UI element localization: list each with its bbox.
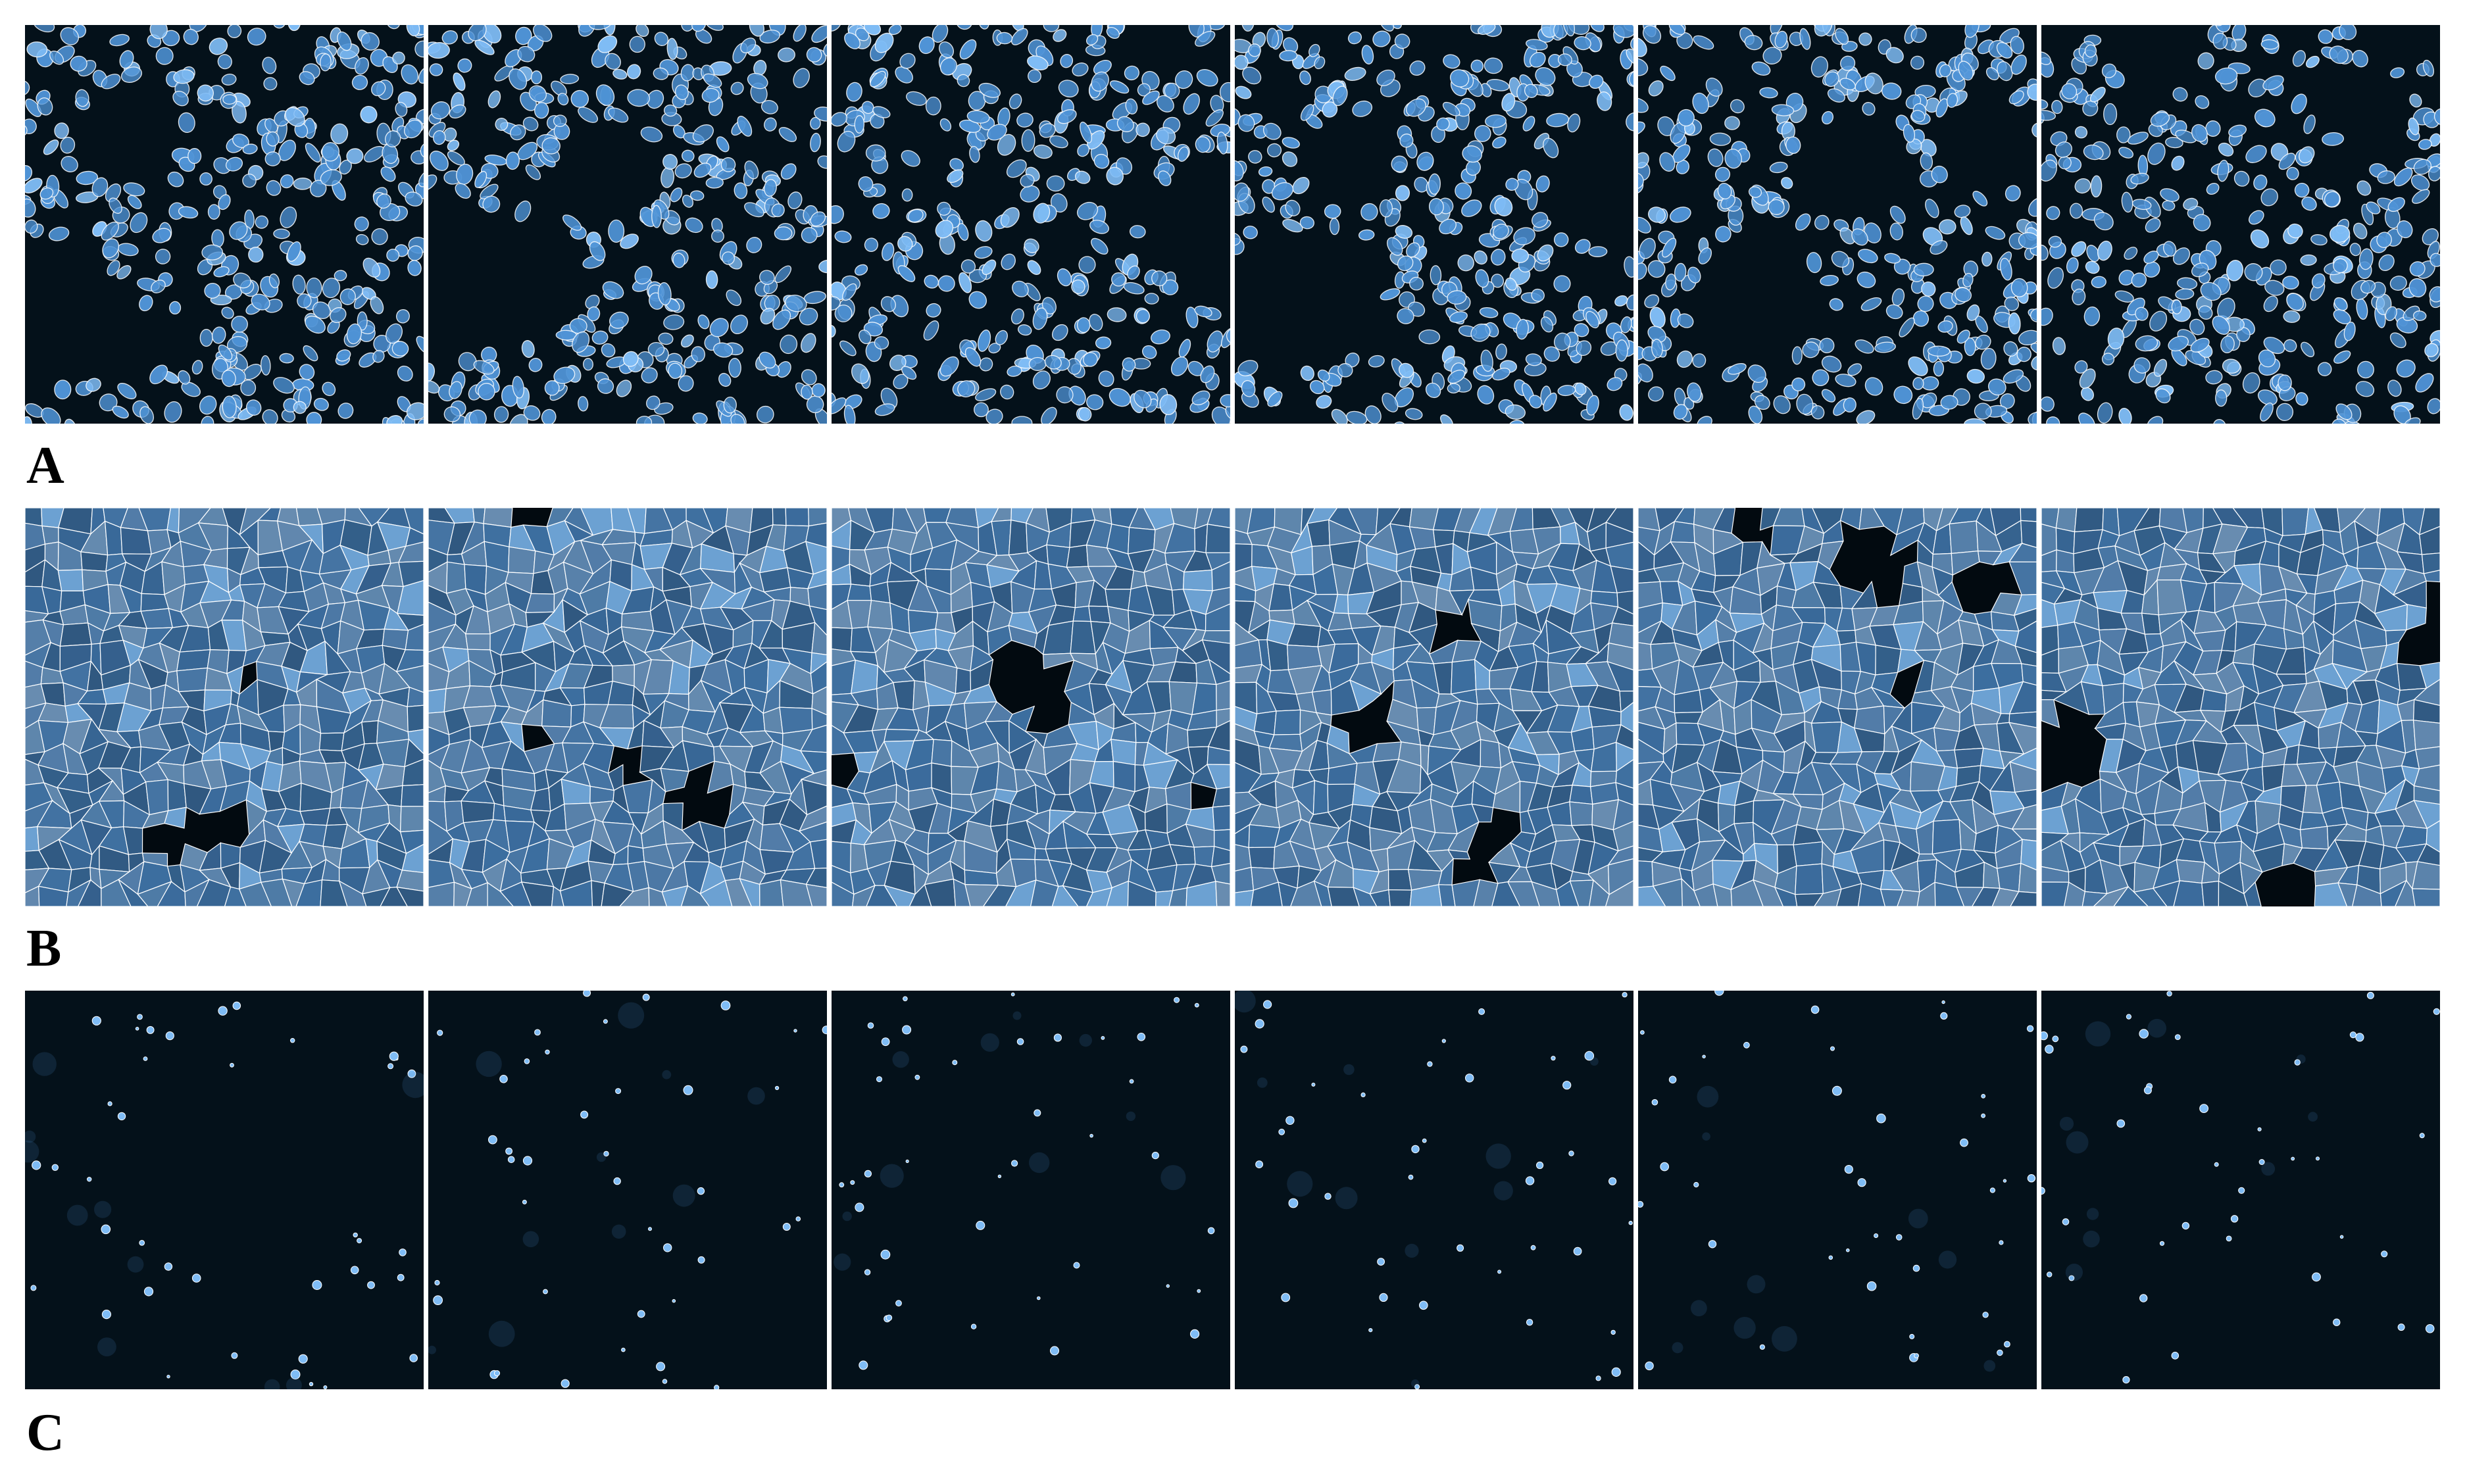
panel-a-image-5	[1638, 25, 2037, 424]
panel-b-tile-3	[832, 508, 1230, 906]
panel-a-label: A	[26, 437, 64, 495]
panel-c-tile-1	[25, 991, 424, 1389]
panel-b-image-5	[1638, 508, 2037, 906]
panel-b-image-3	[832, 508, 1230, 906]
panel-a-tile-6	[2041, 25, 2440, 424]
panel-c-tile-3	[832, 991, 1230, 1389]
panel-a-tile-5	[1638, 25, 2037, 424]
panel-c-image-5	[1638, 991, 2037, 1389]
panel-b-image-4	[1235, 508, 1633, 906]
panel-a-image-6	[2041, 25, 2440, 424]
panel-c-image-6	[2041, 991, 2440, 1389]
panel-c-tile-5	[1638, 991, 2037, 1389]
panel-a-tile-2	[428, 25, 827, 424]
panel-a-image-2	[428, 25, 827, 424]
panel-c-row	[25, 991, 2442, 1389]
panel-b-tile-6	[2041, 508, 2440, 906]
panel-c-image-1	[25, 991, 424, 1389]
panel-c-label: C	[26, 1404, 64, 1462]
panel-b-image-2	[428, 508, 827, 906]
panel-c-tile-4	[1235, 991, 1633, 1389]
panel-b-tile-1	[25, 508, 424, 906]
panel-b-tile-5	[1638, 508, 2037, 906]
panel-b-image-1	[25, 508, 424, 906]
panel-a-row	[25, 25, 2442, 424]
panel-a-tile-3	[832, 25, 1230, 424]
panel-b-row	[25, 508, 2442, 906]
panel-a-image-1	[25, 25, 424, 424]
panel-a-tile-4	[1235, 25, 1633, 424]
panel-b-tile-2	[428, 508, 827, 906]
panel-b-tile-4	[1235, 508, 1633, 906]
panel-b-image-6	[2041, 508, 2440, 906]
panel-a-image-3	[832, 25, 1230, 424]
panel-c-tile-2	[428, 991, 827, 1389]
panel-c-image-2	[428, 991, 827, 1389]
panel-b-label: B	[26, 920, 62, 977]
panel-a-image-4	[1235, 25, 1633, 424]
panel-c-image-3	[832, 991, 1230, 1389]
panel-c-image-4	[1235, 991, 1633, 1389]
panel-c-tile-6	[2041, 991, 2440, 1389]
panel-a-tile-1	[25, 25, 424, 424]
